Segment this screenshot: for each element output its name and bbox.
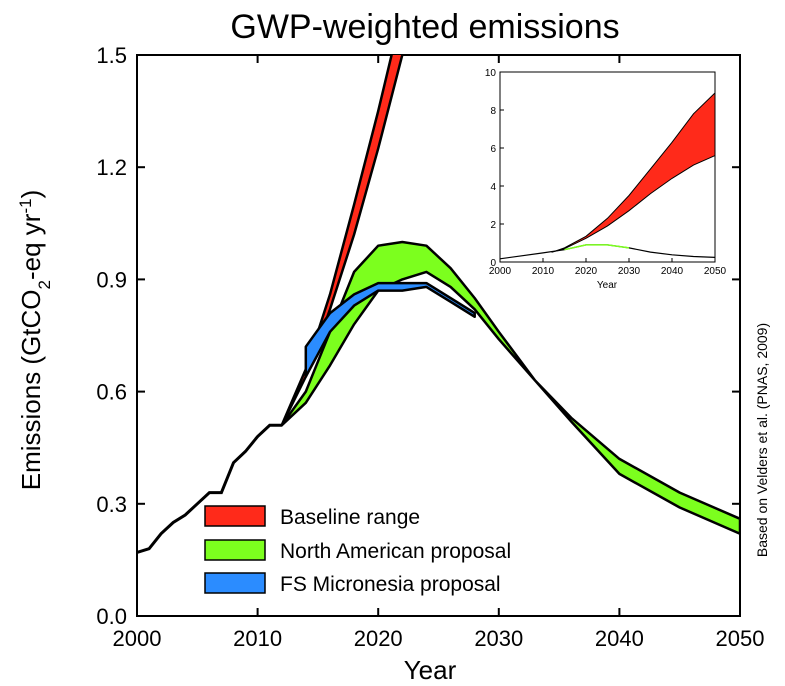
inset-x-tick-label: 2000 [489, 266, 512, 277]
x-tick-label: 2020 [354, 626, 403, 651]
inset-x-tick-label: 2020 [575, 266, 598, 277]
inset-baseline-band [551, 91, 716, 253]
y-tick-label: 1.5 [96, 43, 127, 68]
x-tick-label: 2050 [716, 626, 765, 651]
inset-y-tick-label: 2 [490, 220, 496, 231]
x-axis-ticks: 2000 2010 2020 2030 2040 2050 [113, 55, 765, 651]
inset-x-axis-ticks: 2000 2010 2020 2030 2040 2050 [489, 258, 727, 277]
plot-frame [136, 54, 741, 617]
legend-label-baseline: Baseline range [280, 506, 420, 529]
y-axis-ticks: 0.0 0.3 0.6 0.9 1.2 1.5 [96, 43, 740, 629]
inset-x-axis-title: Year [597, 280, 618, 291]
inset-x-tick-label: 2050 [704, 266, 727, 277]
data-layer [137, 55, 740, 554]
x-tick-label: 2000 [113, 626, 162, 651]
chart-title: GWP-weighted emissions [230, 8, 619, 46]
inset-y-tick-label: 4 [490, 182, 496, 193]
y-axis-title-end: ) [16, 190, 46, 199]
inset-x-tick-label: 2040 [661, 266, 684, 277]
north-american-proposal-band [280, 240, 740, 535]
y-axis-title: Emissions (GtCO2-eq yr-1) [16, 190, 54, 491]
y-tick-label: 0.0 [96, 604, 127, 629]
inset-y-axis-ticks: 0 2 4 6 8 10 [485, 68, 504, 269]
inset-y-tick-label: 0 [490, 258, 496, 269]
y-axis-title-sup: -1 [16, 198, 35, 213]
inset-data [499, 91, 716, 260]
y-tick-label: 0.6 [96, 380, 127, 405]
inset-y-tick-label: 8 [490, 106, 496, 117]
legend: Baseline range North American proposal F… [204, 505, 511, 596]
legend-label-north-american: North American proposal [280, 540, 511, 563]
micronesia-proposal-band [304, 281, 476, 378]
y-tick-label: 0.3 [96, 492, 127, 517]
legend-swatch-baseline [204, 505, 266, 527]
historical-emissions-line [137, 423, 282, 554]
inset-x-tick-label: 2030 [618, 266, 641, 277]
y-axis-title-main: Emissions (GtCO [16, 289, 46, 490]
inset-frame [499, 71, 716, 263]
x-tick-label: 2010 [233, 626, 282, 651]
inset-proposal-highlight [564, 244, 630, 251]
x-tick-label: 2040 [595, 626, 644, 651]
inset-x-tick-label: 2010 [532, 266, 555, 277]
inset-y-tick-label: 6 [490, 144, 496, 155]
credit-text: Based on Velders et al. (PNAS, 2009) [754, 323, 770, 557]
y-axis-title-sub: 2 [35, 280, 54, 289]
baseline-range-band [280, 55, 404, 427]
y-axis-title-mid: -eq yr [16, 213, 46, 280]
x-axis-title: Year [404, 655, 457, 685]
legend-label-micronesia: FS Micronesia proposal [280, 573, 501, 596]
x-tick-label: 2030 [474, 626, 523, 651]
legend-swatch-north-american [204, 539, 266, 561]
inset-y-tick-label: 10 [485, 68, 497, 79]
legend-swatch-micronesia [204, 572, 266, 594]
inset-background [482, 67, 722, 289]
y-tick-label: 1.2 [96, 155, 127, 180]
y-tick-label: 0.9 [96, 267, 127, 292]
inset-chart: 2000 2010 2020 2030 2040 2050 0 2 4 6 8 10 Year [482, 67, 727, 291]
